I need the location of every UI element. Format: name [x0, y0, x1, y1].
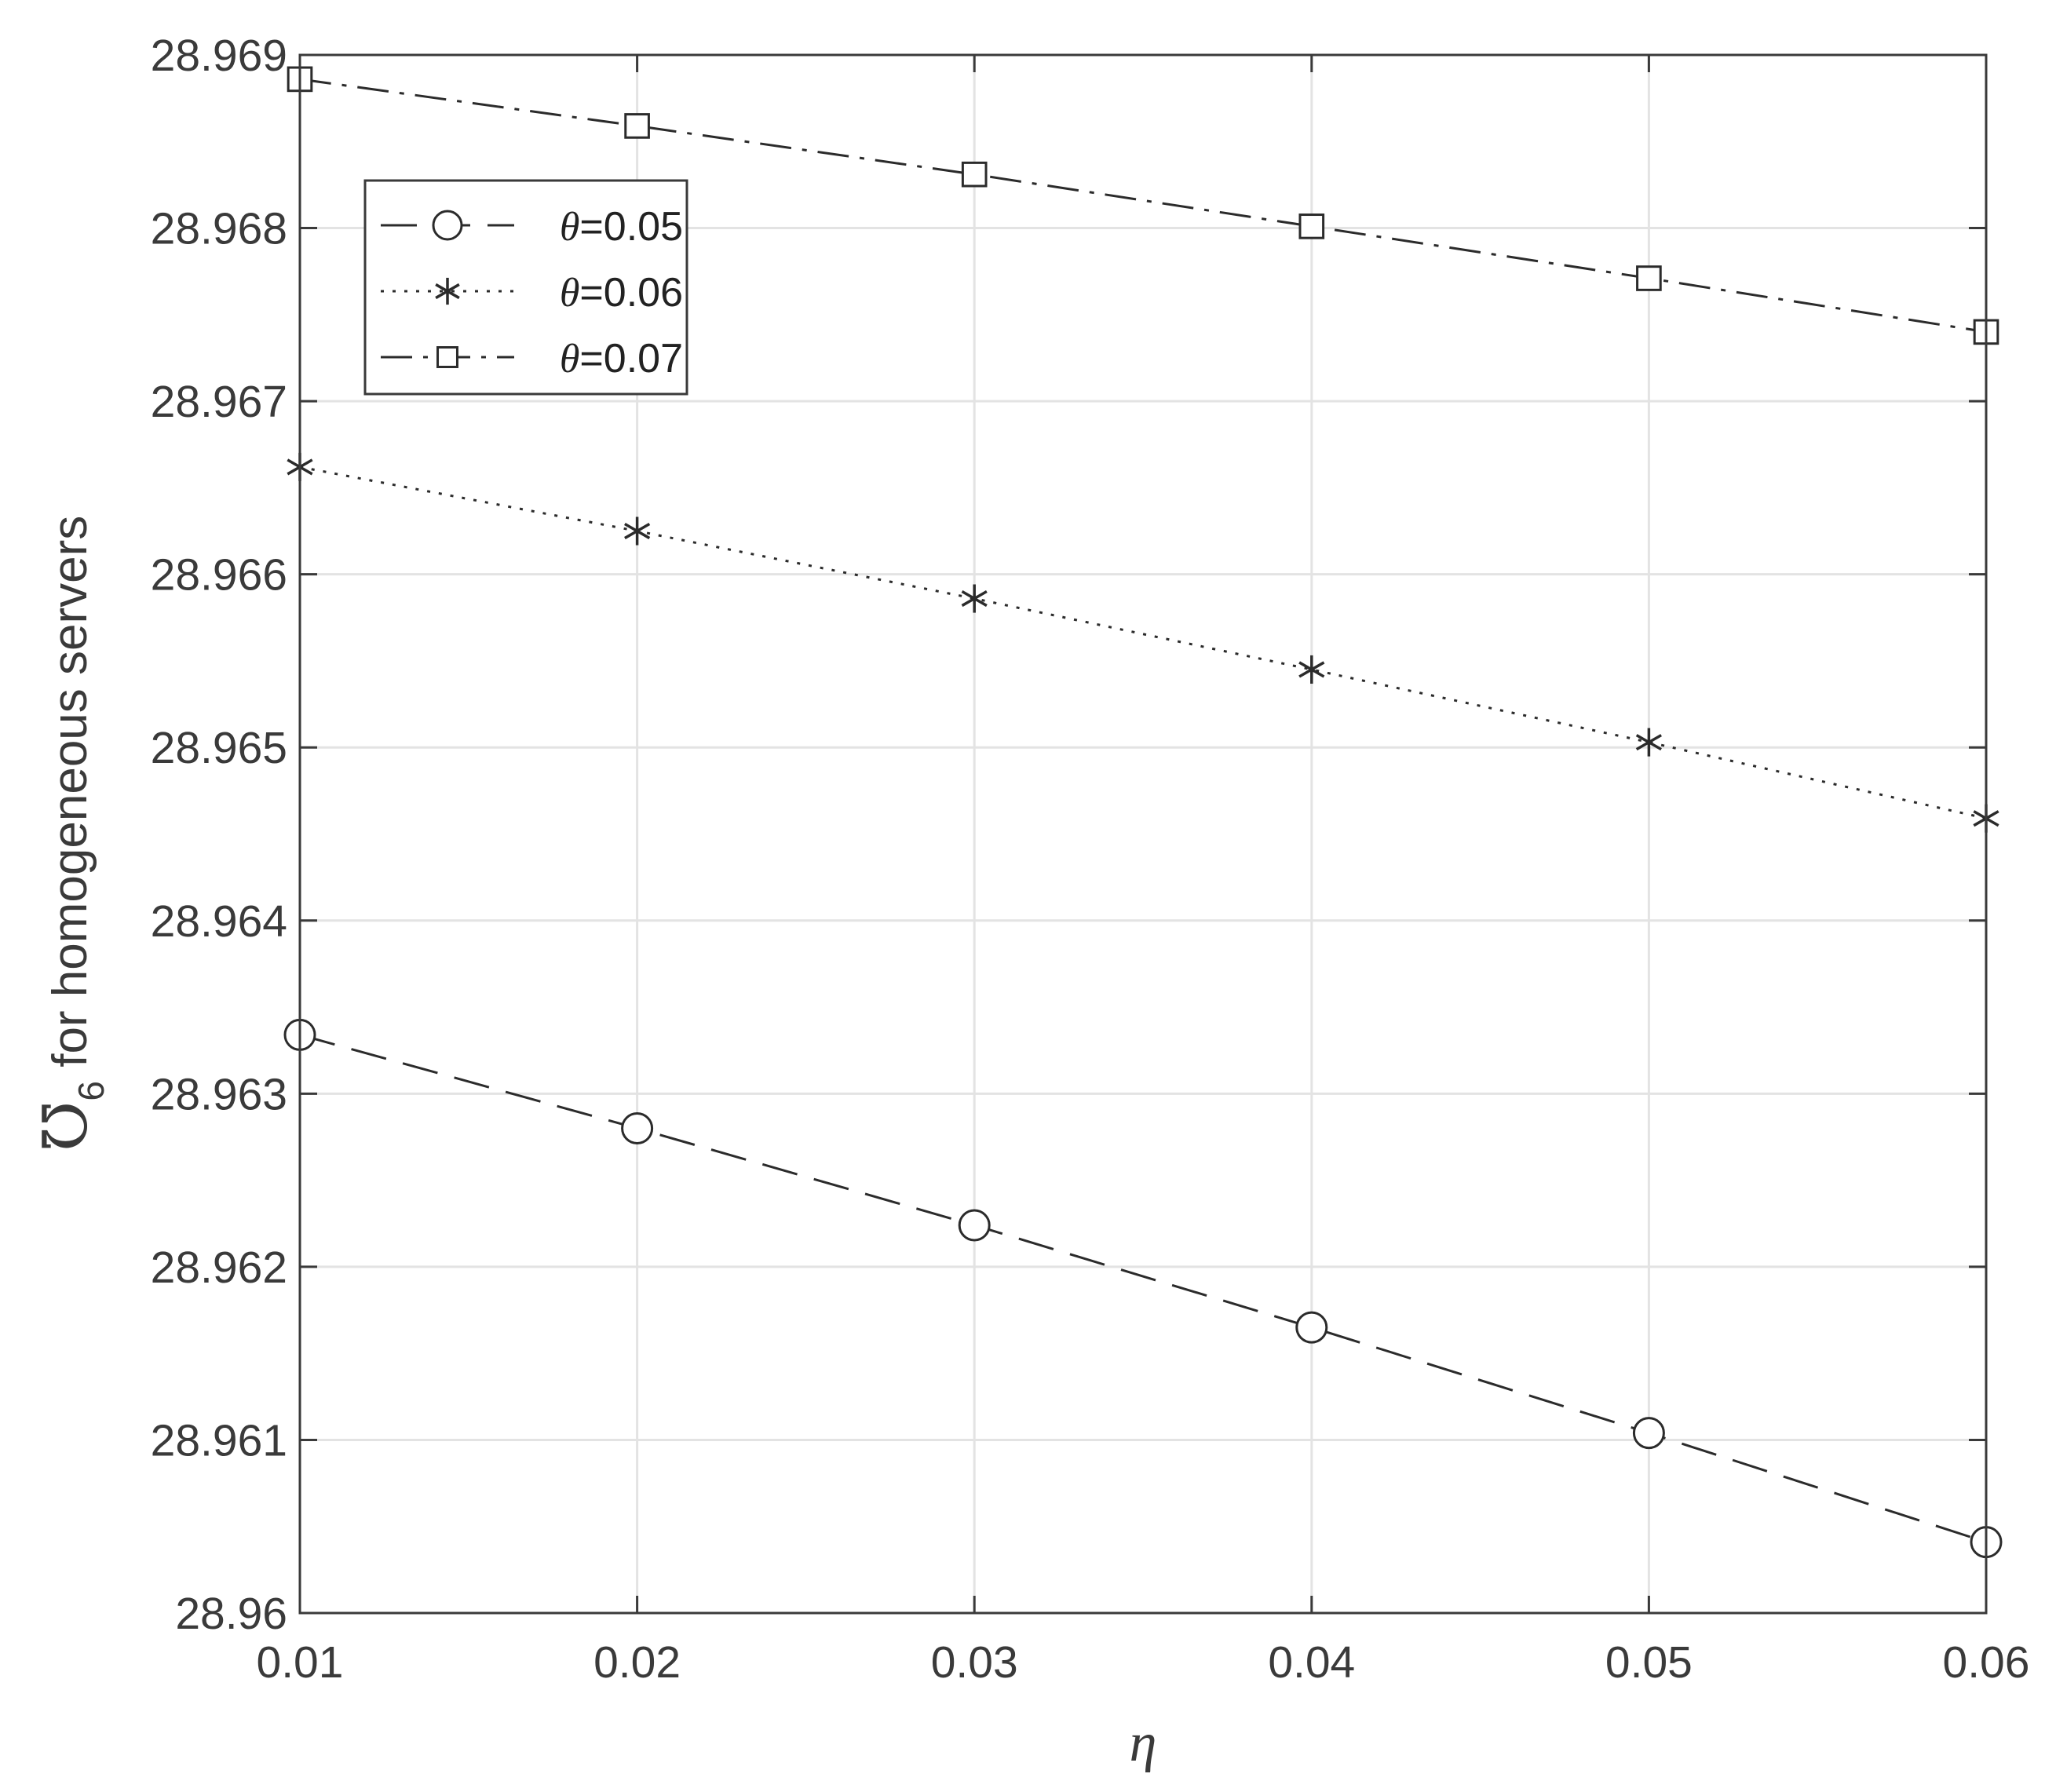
x-tick-label: 0.02: [593, 1637, 681, 1688]
asterisk-stroke: [624, 522, 651, 540]
legend-entry: θ=0.06: [381, 270, 683, 316]
x-tick-label: 0.06: [1943, 1637, 2030, 1688]
series-line: [299, 1033, 1987, 1543]
legend-entry: θ=0.05: [381, 204, 683, 250]
y-tick-label: 28.963: [151, 1069, 287, 1119]
circle-marker: [958, 1209, 991, 1242]
grid-lines: [298, 53, 1988, 1615]
circle-marker: [621, 1111, 654, 1144]
x-tick-label: 0.01: [257, 1637, 344, 1688]
y-axis-label: ℧6 for homogeneous servers: [31, 516, 111, 1152]
circle-marker: [1632, 1417, 1665, 1450]
asterisk-marker: [1298, 655, 1325, 684]
y-tick-label: 28.967: [151, 377, 287, 427]
asterisk-marker: [624, 516, 651, 546]
series-line: [299, 78, 1987, 334]
x-axis-label: η: [1130, 1713, 1157, 1773]
legend-value: =0.06: [579, 270, 683, 316]
y-tick-label: 28.966: [151, 550, 287, 600]
x-tick-label: 0.03: [931, 1637, 1018, 1688]
plot-frame: [298, 53, 1988, 1615]
asterisk-stroke: [1635, 734, 1662, 751]
y-axis-label-subscript: 6: [71, 1081, 111, 1101]
x-tick-label: 0.04: [1268, 1637, 1355, 1688]
legend-symbol: θ: [560, 271, 580, 316]
y-tick-label: 28.96: [175, 1589, 287, 1639]
legend-symbol: θ: [560, 337, 580, 381]
asterisk-stroke: [961, 590, 988, 608]
y-tick-label: 28.962: [151, 1243, 287, 1293]
y-axis-label-text: for homogeneous servers: [43, 516, 97, 1081]
legend-entries: θ=0.05θ=0.06θ=0.07: [381, 204, 683, 381]
y-tick-label: 28.968: [151, 204, 287, 254]
y-tick-label: 28.961: [151, 1415, 287, 1465]
square-marker: [436, 346, 458, 368]
y-tick-label: 28.965: [151, 723, 287, 773]
x-tick-label: 0.05: [1605, 1637, 1693, 1688]
square-marker: [961, 161, 988, 188]
legend-entry: θ=0.07: [381, 336, 683, 381]
circle-marker: [1295, 1311, 1328, 1344]
legend-label: θ=0.06: [560, 270, 683, 316]
y-tick-label: 28.964: [151, 896, 287, 947]
legend: θ=0.05θ=0.06θ=0.07: [363, 179, 688, 396]
circle-marker: [432, 210, 463, 241]
axis-ticks: 0.01 0.02 0.03 0.04 0.05 0.06 28.96 28.961 28.96…: [151, 31, 2030, 1688]
y-tick-label: 28.969: [151, 31, 287, 81]
y-axis-label-symbol: ℧: [31, 1101, 101, 1152]
square-marker: [624, 113, 650, 139]
legend-label: θ=0.05: [560, 204, 683, 250]
legend-value: =0.05: [579, 204, 683, 250]
square-marker: [1636, 265, 1662, 291]
legend-value: =0.07: [579, 336, 683, 381]
asterisk-marker: [961, 584, 988, 613]
asterisk-marker: [435, 277, 460, 305]
asterisk-stroke: [1298, 661, 1325, 678]
legend-label: θ=0.07: [560, 336, 683, 381]
legend-box: [363, 179, 688, 396]
asterisk-stroke: [435, 283, 460, 300]
asterisk-marker: [1635, 728, 1662, 757]
square-marker: [1298, 214, 1325, 239]
legend-symbol: θ: [560, 205, 580, 250]
